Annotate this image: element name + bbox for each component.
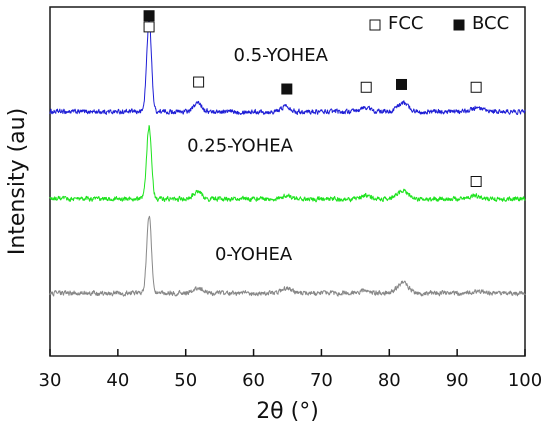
bcc-marker-5: [396, 78, 407, 90]
x-tick-label-50: 50: [174, 370, 197, 391]
fcc-marker-2: [193, 76, 205, 88]
bcc-marker-0: [143, 10, 155, 22]
x-tick-label-60: 60: [242, 370, 265, 391]
x-axis-title: 2θ (°): [256, 399, 319, 424]
series-line-0-yohea: [49, 215, 526, 297]
x-tick-label-70: 70: [310, 370, 333, 391]
marker-layer: [143, 10, 482, 187]
series-label-0-yohea: 0-YOHEA: [215, 244, 293, 265]
series-layer: [49, 18, 526, 297]
plot-layer: [49, 6, 526, 357]
x-tick-label-80: 80: [378, 370, 401, 391]
series-label-0-5-yohea: 0.5-YOHEA: [234, 45, 329, 66]
fcc-marker-4: [360, 81, 372, 93]
plot-frame: [49, 6, 526, 357]
fcc-marker-7: [470, 176, 482, 187]
fcc-marker-6: [470, 81, 482, 93]
legend-marker-fcc: [369, 19, 381, 31]
series-line-0-5-yohea: [49, 18, 526, 115]
axis-layer: 30 40 50 60 70 80 90 100 2θ (°) Intensity (au): [5, 108, 542, 424]
legend-label-fcc: FCC: [388, 13, 424, 34]
series-line-0-25-yohea: [49, 125, 526, 203]
legend-label-bcc: BCC: [472, 13, 509, 34]
series-label-0-25-yohea: 0.25-YOHEA: [187, 136, 294, 157]
x-tick-label-40: 40: [106, 370, 129, 391]
x-tick-label-100: 100: [508, 370, 542, 391]
y-axis-title: Intensity (au): [5, 108, 30, 255]
legend-marker-bcc: [453, 19, 465, 31]
x-tick-label-90: 90: [446, 370, 469, 391]
bcc-marker-3: [281, 83, 293, 95]
x-tick-label-30: 30: [39, 370, 62, 391]
fcc-marker-1: [143, 21, 155, 33]
label-layer: 0.5-YOHEA 0.25-YOHEA 0-YOHEA FCC BCC: [187, 13, 509, 265]
